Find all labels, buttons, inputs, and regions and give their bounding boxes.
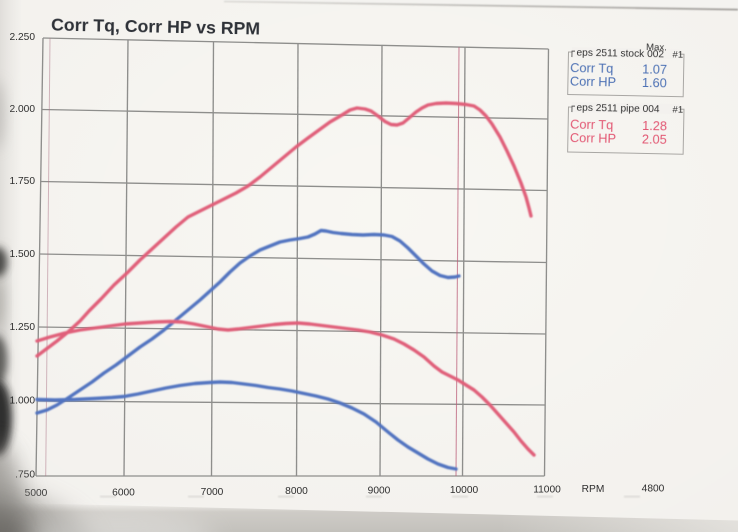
svg-text:RPM: RPM	[582, 484, 605, 495]
svg-text:eps 2511 stock 002: eps 2511 stock 002	[576, 48, 664, 61]
svg-text:8000: 8000	[285, 486, 308, 497]
svg-text:5000: 5000	[25, 488, 48, 499]
svg-text:#1: #1	[672, 104, 683, 115]
svg-text:11000: 11000	[533, 484, 561, 495]
svg-text:4800: 4800	[642, 483, 665, 494]
svg-text:1.000: 1.000	[10, 396, 36, 407]
svg-text:2.000: 2.000	[10, 104, 36, 115]
svg-text:Corr Tq, Corr HP vs RPM: Corr Tq, Corr HP vs RPM	[51, 15, 260, 39]
svg-text:Corr Tq: Corr Tq	[570, 117, 613, 133]
svg-text:Corr HP: Corr HP	[570, 130, 616, 146]
svg-text:10000: 10000	[450, 485, 479, 496]
svg-text:Corr Tq: Corr Tq	[570, 60, 613, 76]
svg-text:Corr HP: Corr HP	[570, 74, 616, 90]
svg-text:1.500: 1.500	[10, 249, 36, 260]
svg-text:1.60: 1.60	[642, 75, 667, 90]
svg-text:1.07: 1.07	[642, 61, 667, 76]
svg-text:eps 2511 pipe 004: eps 2511 pipe 004	[576, 103, 660, 116]
svg-text:2.05: 2.05	[642, 131, 667, 146]
svg-text:7000: 7000	[201, 487, 224, 498]
svg-text:6000: 6000	[112, 487, 135, 498]
svg-text:.750: .750	[15, 470, 35, 481]
svg-text:#1: #1	[672, 49, 683, 60]
svg-text:1.250: 1.250	[10, 322, 36, 333]
svg-text:9000: 9000	[368, 486, 391, 497]
svg-text:2.250: 2.250	[10, 32, 36, 43]
svg-text:1.750: 1.750	[10, 176, 36, 187]
svg-text:Max.: Max.	[646, 42, 667, 53]
svg-text:1.28: 1.28	[642, 118, 667, 133]
